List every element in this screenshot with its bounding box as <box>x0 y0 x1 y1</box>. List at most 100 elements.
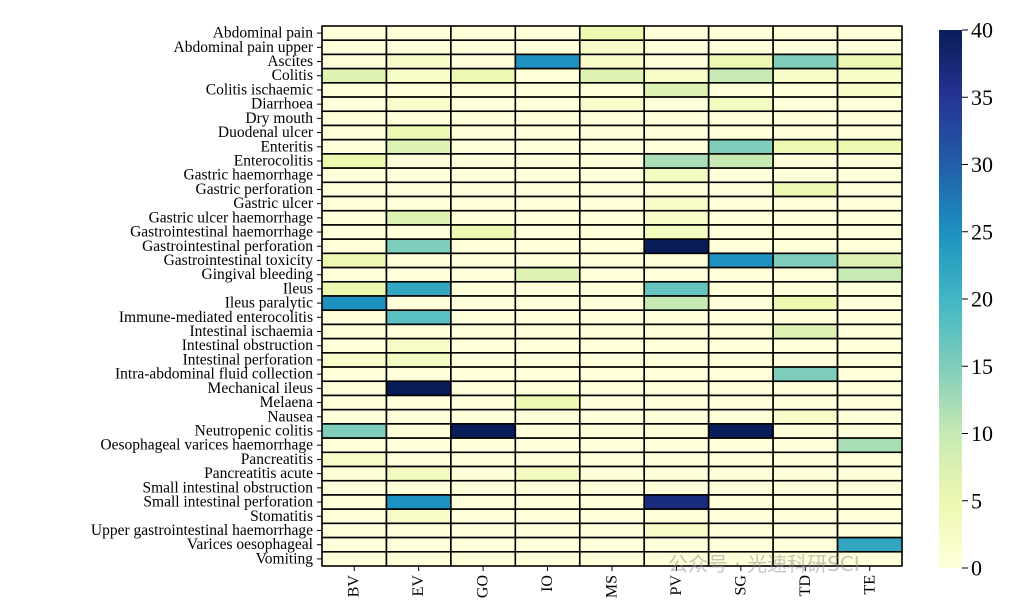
heatmap-cell <box>385 337 452 354</box>
heatmap-cell <box>514 494 581 510</box>
heatmap-cell <box>321 494 388 510</box>
heatmap-cell <box>514 309 581 326</box>
row-label: Enterocolitis <box>234 153 313 170</box>
heatmap-cell <box>578 536 646 553</box>
heatmap-cell <box>385 494 452 510</box>
heatmap-cell <box>385 181 452 198</box>
heatmap-cell <box>643 25 710 42</box>
column-label: SG <box>732 575 749 596</box>
heatmap-cell <box>772 451 839 468</box>
heatmap-cell <box>772 494 839 510</box>
heatmap-cell <box>578 408 646 425</box>
heatmap-cell <box>707 380 774 397</box>
heatmap-cell <box>321 153 388 169</box>
heatmap-cell <box>385 522 452 539</box>
heatmap-cell <box>643 394 710 411</box>
row-label: Dry mouth <box>245 110 313 127</box>
heatmap-cell <box>450 479 517 496</box>
heatmap-cell <box>385 508 452 525</box>
heatmap-cell <box>707 408 774 425</box>
heatmap-cell <box>578 181 646 198</box>
heatmap-cell <box>385 423 452 439</box>
heatmap-cell <box>578 209 646 226</box>
heatmap-cell <box>385 167 452 184</box>
row-label: Colitis ischaemic <box>206 81 313 98</box>
heatmap-cell <box>643 508 710 525</box>
heatmap-cell <box>514 280 581 297</box>
heatmap-cell <box>385 82 452 98</box>
heatmap-cell <box>836 309 903 326</box>
heatmap-cell <box>836 181 903 198</box>
heatmap-cell <box>643 352 710 368</box>
heatmap-cell <box>450 67 517 84</box>
heatmap-cell <box>321 82 388 98</box>
colorbar-tick-label: 20 <box>971 287 993 312</box>
heatmap-cell <box>450 494 517 510</box>
heatmap-cell <box>385 39 452 56</box>
heatmap-cell <box>772 437 839 454</box>
heatmap-cell <box>836 266 903 283</box>
heatmap-cell <box>450 508 517 525</box>
heatmap-cell <box>836 25 903 42</box>
heatmap-cell <box>578 437 646 454</box>
heatmap-cell <box>836 494 903 510</box>
row-label: Ileus <box>283 280 313 297</box>
heatmap-cell <box>578 238 646 255</box>
heatmap-cell <box>578 53 646 70</box>
heatmap-cell <box>514 465 581 482</box>
heatmap-cell <box>836 238 903 255</box>
colorbar-tick-label: 0 <box>971 556 982 581</box>
heatmap-cell <box>321 67 388 84</box>
heatmap-cell <box>450 153 517 169</box>
heatmap-cell <box>772 25 839 42</box>
heatmap-cell <box>514 195 581 212</box>
heatmap-cell <box>836 394 903 411</box>
heatmap-cell <box>578 224 646 240</box>
heatmap-cell <box>321 550 388 567</box>
heatmap-cell <box>385 380 452 397</box>
heatmap-cell <box>321 224 388 240</box>
heatmap-cell <box>772 82 839 98</box>
heatmap-cell <box>836 352 903 368</box>
heatmap-cell <box>385 394 452 411</box>
heatmap-cell <box>514 380 581 397</box>
row-label: Varices oesophageal <box>187 536 313 553</box>
heatmap-cell <box>321 536 388 553</box>
heatmap-cell <box>578 337 646 354</box>
heatmap-cell <box>836 508 903 525</box>
heatmap-cell <box>385 53 452 70</box>
heatmap-cell <box>836 295 903 312</box>
heatmap-cell <box>514 550 581 567</box>
heatmap-cell <box>450 465 517 482</box>
heatmap-cell <box>385 437 452 454</box>
heatmap-cell <box>836 53 903 70</box>
heatmap-cell <box>578 494 646 510</box>
heatmap-cell <box>772 323 839 340</box>
heatmap-cell <box>643 209 710 226</box>
heatmap-cell <box>643 280 710 297</box>
heatmap-cell <box>450 380 517 397</box>
heatmap-cell <box>643 451 710 468</box>
heatmap-cell <box>514 479 581 496</box>
heatmap-cell <box>385 352 452 368</box>
heatmap-cell <box>321 451 388 468</box>
heatmap-cell <box>321 337 388 354</box>
row-label: Stomatitis <box>250 508 313 525</box>
heatmap-cell <box>772 337 839 354</box>
heatmap-cell <box>707 67 774 84</box>
heatmap-cell <box>514 266 581 283</box>
heatmap-cell <box>578 25 646 42</box>
heatmap-cell <box>385 67 452 84</box>
heatmap-cell <box>385 366 452 383</box>
heatmap-cell <box>514 39 581 56</box>
heatmap-cell <box>321 238 388 255</box>
heatmap-cell <box>643 465 710 482</box>
heatmap-cell <box>578 167 646 184</box>
heatmap-cell <box>450 408 517 425</box>
heatmap-cell <box>707 465 774 482</box>
heatmap-cell <box>321 323 388 340</box>
colorbar-tick-label: 30 <box>971 152 993 177</box>
heatmap-cell <box>836 451 903 468</box>
heatmap-cell <box>643 437 710 454</box>
row-label: Ascites <box>267 53 313 70</box>
